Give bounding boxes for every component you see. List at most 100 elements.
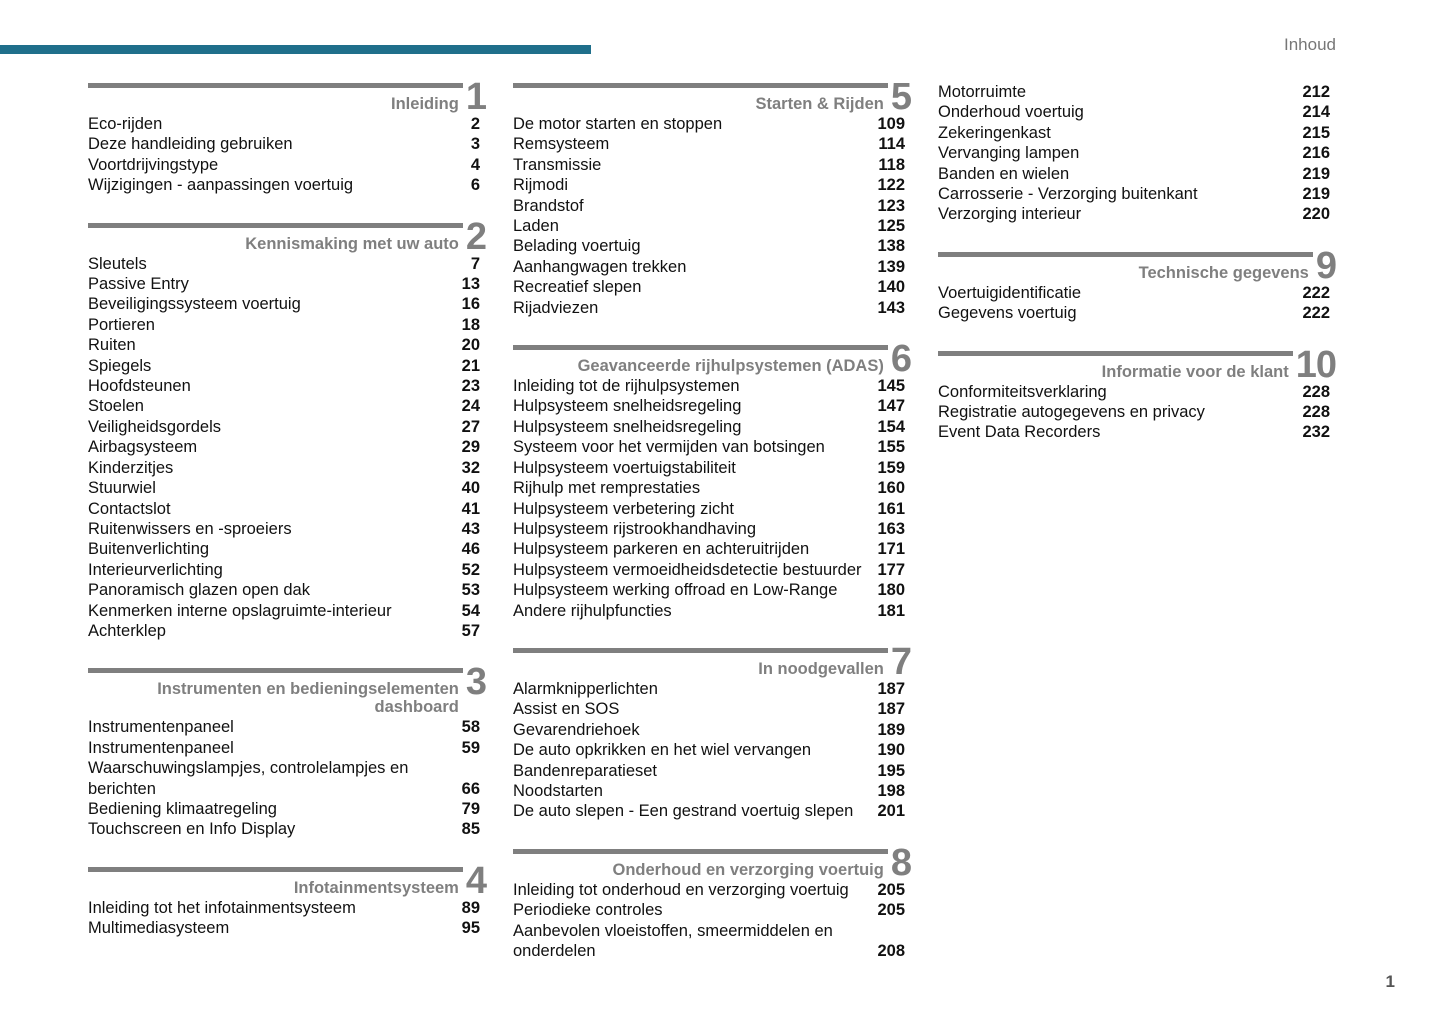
toc-entry[interactable]: Hulpsysteem parkeren en achteruitrijden 1…: [513, 539, 905, 559]
toc-entry[interactable]: Onderhoud voertuig 214: [938, 102, 1330, 122]
entry-page[interactable]: 6: [470, 176, 480, 195]
toc-entry[interactable]: Motorruimte 212: [938, 82, 1330, 102]
toc-entry[interactable]: Hulpsysteem vermoeidheidsdetectie bestuu…: [513, 560, 905, 580]
toc-entry[interactable]: Event Data Recorders 232: [938, 422, 1330, 442]
entry-page[interactable]: 205: [877, 880, 905, 899]
entry-page[interactable]: 24: [461, 397, 480, 416]
toc-entry[interactable]: Banden en wielen 219: [938, 164, 1330, 184]
entry-label[interactable]: Portieren: [88, 315, 155, 334]
entry-label[interactable]: Periodieke controles: [513, 901, 663, 920]
entry-page[interactable]: 58: [461, 718, 480, 737]
entry-page[interactable]: 53: [461, 581, 480, 600]
entry-label[interactable]: Deze handleiding gebruiken: [88, 135, 293, 154]
entry-label[interactable]: Hulpsysteem werking offroad en Low-Range: [513, 581, 838, 600]
entry-page[interactable]: 220: [1302, 205, 1330, 224]
toc-entry[interactable]: Panoramisch glazen open dak 53: [88, 580, 480, 600]
toc-entry[interactable]: Rijhulp met remprestaties 160: [513, 478, 905, 498]
toc-entry[interactable]: Eco-rijden 2: [88, 114, 480, 134]
entry-label[interactable]: Hulpsysteem rijstrookhandhaving: [513, 519, 757, 538]
entry-page[interactable]: 21: [461, 356, 480, 375]
entry-label[interactable]: De motor starten en stoppen: [513, 115, 723, 133]
entry-page[interactable]: 140: [877, 278, 905, 297]
toc-entry[interactable]: Transmissie 118: [513, 155, 905, 175]
entry-label[interactable]: Hulpsysteem vermoeidheidsdetectie bestuu…: [513, 560, 862, 579]
section-title[interactable]: Informatie voor de klant: [1101, 362, 1289, 381]
entry-page[interactable]: 52: [461, 560, 480, 579]
entry-label[interactable]: Stuurwiel: [88, 479, 156, 498]
toc-entry[interactable]: Ruitenwissers en -sproeiers 43: [88, 519, 480, 539]
toc-entry[interactable]: Hulpsysteem rijstrookhandhaving 163: [513, 519, 905, 539]
toc-entry[interactable]: De auto opkrikken en het wiel vervangen 1…: [513, 740, 905, 760]
toc-entry[interactable]: Interieurverlichting 52: [88, 560, 480, 580]
entry-page[interactable]: 198: [877, 781, 905, 800]
entry-label[interactable]: Systeem voor het vermijden van botsingen: [513, 438, 825, 457]
entry-page[interactable]: 201: [877, 802, 905, 821]
entry-label[interactable]: Belading voertuig: [513, 237, 641, 256]
entry-label[interactable]: Hoofdsteunen: [88, 377, 191, 396]
entry-label[interactable]: Eco-rijden: [88, 115, 163, 133]
entry-label[interactable]: Voortdrijvingstype: [88, 155, 219, 174]
entry-page[interactable]: 219: [1302, 185, 1330, 204]
toc-entry[interactable]: Portieren 18: [88, 315, 480, 335]
entry-label[interactable]: Kenmerken interne opslagruimte-interieur: [88, 601, 392, 620]
entry-page[interactable]: 222: [1302, 283, 1330, 302]
entry-page[interactable]: 187: [877, 700, 905, 719]
entry-page[interactable]: 145: [877, 377, 905, 396]
entry-page[interactable]: 41: [461, 499, 480, 518]
entry-page[interactable]: 205: [877, 901, 905, 920]
entry-label[interactable]: Passive Entry: [88, 275, 189, 294]
entry-label[interactable]: Event Data Recorders: [938, 423, 1101, 442]
entry-label[interactable]: Motorruimte: [938, 83, 1027, 101]
entry-page[interactable]: 147: [877, 397, 905, 416]
toc-entry[interactable]: Conformiteitsverklaring 228: [938, 382, 1330, 402]
entry-page[interactable]: 125: [877, 217, 905, 236]
toc-entry[interactable]: Buitenverlichting 46: [88, 539, 480, 559]
entry-page[interactable]: 43: [461, 519, 480, 538]
entry-page[interactable]: 123: [877, 196, 905, 215]
toc-entry[interactable]: Periodieke controles 205: [513, 900, 905, 920]
toc-entry[interactable]: Hulpsysteem werking offroad en Low-Range…: [513, 580, 905, 600]
entry-label[interactable]: Buitenverlichting: [88, 540, 210, 559]
toc-entry[interactable]: Bandenreparatieset 195: [513, 761, 905, 781]
entry-page[interactable]: 95: [461, 919, 480, 938]
toc-entry[interactable]: Multimediasysteem 95: [88, 918, 480, 938]
entry-label[interactable]: Hulpsysteem parkeren en achteruitrijden: [513, 540, 810, 559]
toc-entry[interactable]: Vervanging lampen 216: [938, 143, 1330, 163]
entry-label[interactable]: Transmissie: [513, 155, 602, 174]
entry-label[interactable]: De auto opkrikken en het wiel vervangen: [513, 741, 812, 760]
entry-label[interactable]: Waarschuwingslampjes, controlelampjes en…: [88, 759, 409, 798]
entry-page[interactable]: 114: [878, 135, 905, 154]
toc-entry[interactable]: Systeem voor het vermijden van botsingen…: [513, 437, 905, 457]
entry-label[interactable]: Conformiteitsverklaring: [938, 382, 1107, 401]
entry-page[interactable]: 32: [461, 458, 480, 477]
toc-entry[interactable]: Achterklep 57: [88, 621, 480, 641]
entry-page[interactable]: 143: [877, 298, 905, 317]
toc-entry[interactable]: Brandstof 123: [513, 196, 905, 216]
entry-label[interactable]: Aanhangwagen trekken: [513, 257, 687, 276]
entry-page[interactable]: 139: [877, 257, 905, 276]
entry-label[interactable]: Laden: [513, 217, 559, 236]
toc-entry[interactable]: Spiegels 21: [88, 356, 480, 376]
entry-label[interactable]: Multimediasysteem: [88, 919, 230, 938]
entry-label[interactable]: Bandenreparatieset: [513, 761, 658, 780]
entry-label[interactable]: Inleiding tot onderhoud en verzorging vo…: [513, 880, 849, 899]
toc-entry[interactable]: Gevarendriehoek 189: [513, 720, 905, 740]
entry-page[interactable]: 59: [461, 738, 480, 757]
entry-page[interactable]: 163: [877, 519, 905, 538]
entry-page[interactable]: 177: [877, 560, 905, 579]
toc-entry[interactable]: Bediening klimaatregeling 79: [88, 799, 480, 819]
entry-page[interactable]: 216: [1302, 144, 1330, 163]
entry-label[interactable]: Voertuigidentificatie: [938, 283, 1082, 302]
toc-entry[interactable]: Deze handleiding gebruiken 3: [88, 134, 480, 154]
entry-label[interactable]: Achterklep: [88, 621, 166, 640]
entry-page[interactable]: 215: [1302, 123, 1330, 142]
entry-label[interactable]: Ruiten: [88, 336, 136, 355]
section-title[interactable]: Geavanceerde rijhulpsystemen (ADAS): [577, 357, 884, 376]
entry-label[interactable]: Inleiding tot de rijhulpsystemen: [513, 377, 740, 396]
entry-label[interactable]: Wijzigingen - aanpassingen voertuig: [88, 176, 354, 195]
entry-label[interactable]: Kinderzitjes: [88, 458, 174, 477]
entry-page[interactable]: 180: [877, 581, 905, 600]
entry-page[interactable]: 171: [877, 540, 905, 559]
toc-entry[interactable]: Remsysteem 114: [513, 134, 905, 154]
entry-page[interactable]: 85: [461, 820, 480, 839]
